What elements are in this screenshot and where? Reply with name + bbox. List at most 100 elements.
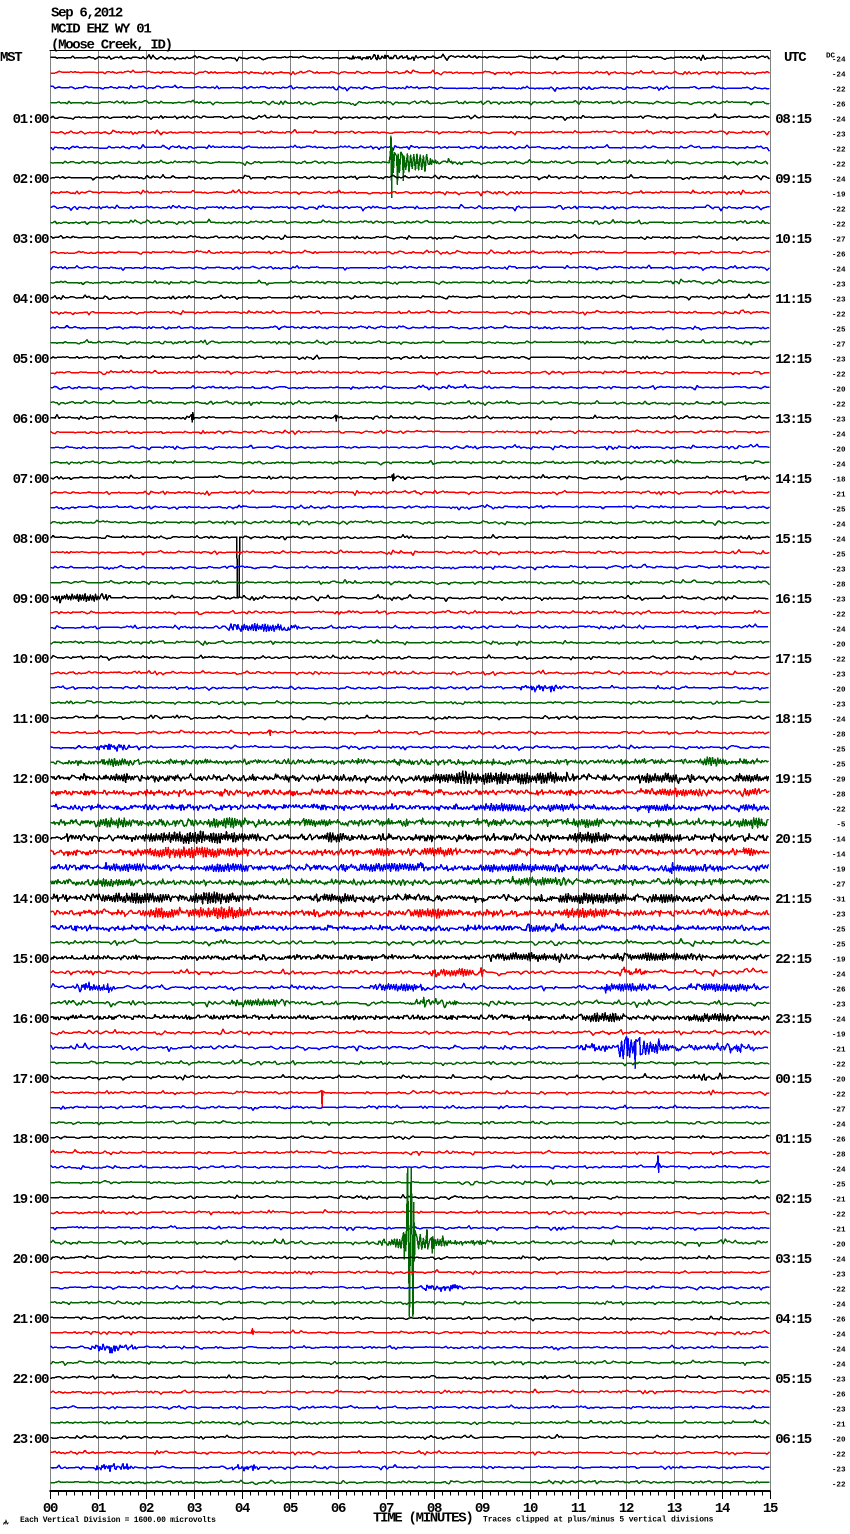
svg-text:10:15: 10:15	[775, 232, 811, 248]
svg-text:DC: DC	[826, 53, 836, 61]
svg-text:04:15: 04:15	[775, 1312, 811, 1328]
svg-text:07:00: 07:00	[13, 472, 49, 488]
svg-text:-23: -23	[832, 1377, 846, 1385]
svg-text:-23: -23	[832, 672, 846, 680]
svg-text:18:00: 18:00	[13, 1132, 49, 1148]
svg-text:-24: -24	[832, 537, 846, 545]
svg-text:-20: -20	[832, 687, 846, 695]
svg-text:11:15: 11:15	[775, 292, 811, 308]
svg-text:15: 15	[763, 1501, 778, 1517]
svg-text:-27: -27	[832, 342, 846, 350]
svg-text:-23: -23	[832, 1272, 846, 1280]
svg-text:MCID EHZ WY 01: MCID EHZ WY 01	[51, 21, 151, 37]
svg-text:19:00: 19:00	[13, 1192, 49, 1208]
svg-text:Sep 6,2012: Sep 6,2012	[51, 5, 123, 21]
svg-text:-22: -22	[832, 207, 846, 215]
svg-text:-24: -24	[832, 522, 846, 530]
svg-text:-20: -20	[832, 642, 846, 650]
svg-text:-24: -24	[832, 1302, 846, 1310]
svg-text:11:00: 11:00	[13, 712, 49, 728]
svg-text:-24: -24	[832, 1122, 846, 1130]
svg-text:-24: -24	[832, 267, 846, 275]
svg-text:-26: -26	[832, 1317, 846, 1325]
svg-text:-24: -24	[832, 1362, 846, 1370]
svg-text:06: 06	[331, 1501, 346, 1517]
svg-text:21:00: 21:00	[13, 1312, 49, 1328]
svg-text:08: 08	[427, 1501, 442, 1517]
svg-text:-24: -24	[832, 1332, 846, 1340]
svg-text:-22: -22	[832, 1212, 846, 1220]
svg-text:14:15: 14:15	[775, 472, 811, 488]
svg-text:03:00: 03:00	[13, 232, 49, 248]
svg-text:(Moose Creek, ID): (Moose Creek, ID)	[51, 37, 172, 53]
svg-text:UTC: UTC	[784, 50, 807, 66]
svg-text:22:15: 22:15	[775, 952, 811, 968]
svg-text:01:00: 01:00	[13, 112, 49, 128]
svg-text:-22: -22	[832, 1482, 846, 1490]
svg-text:20:15: 20:15	[775, 832, 811, 848]
svg-text:14: 14	[715, 1501, 730, 1517]
svg-text:22:00: 22:00	[13, 1372, 49, 1388]
svg-text:21:15: 21:15	[775, 892, 811, 908]
svg-text:-19: -19	[832, 867, 846, 875]
svg-text:04:00: 04:00	[13, 292, 49, 308]
svg-text:12: 12	[619, 1501, 634, 1517]
svg-text:15:00: 15:00	[13, 952, 49, 968]
svg-text:08:15: 08:15	[775, 112, 811, 128]
svg-text:09:00: 09:00	[13, 592, 49, 608]
svg-text:-20: -20	[832, 1077, 846, 1085]
svg-text:-22: -22	[832, 1092, 846, 1100]
svg-text:18:15: 18:15	[775, 712, 811, 728]
svg-text:-22: -22	[832, 87, 846, 95]
svg-text:-24: -24	[832, 432, 846, 440]
svg-text:-22: -22	[832, 1452, 846, 1460]
svg-text:-23: -23	[832, 297, 846, 305]
svg-text:16:00: 16:00	[13, 1012, 49, 1028]
svg-text:-19: -19	[832, 957, 846, 965]
svg-text:01:15: 01:15	[775, 1132, 811, 1148]
svg-text:-19: -19	[832, 192, 846, 200]
svg-text:-29: -29	[832, 777, 846, 785]
svg-text:-23: -23	[832, 357, 846, 365]
svg-text:05: 05	[283, 1501, 298, 1517]
svg-text:07: 07	[379, 1501, 394, 1517]
svg-text:-23: -23	[832, 282, 846, 290]
svg-text:-23: -23	[832, 702, 846, 710]
svg-text:-22: -22	[832, 612, 846, 620]
svg-text:13:00: 13:00	[13, 832, 49, 848]
svg-text:-22: -22	[832, 372, 846, 380]
svg-text:11: 11	[571, 1501, 586, 1517]
svg-text:02:15: 02:15	[775, 1192, 811, 1208]
svg-text:00: 00	[43, 1501, 58, 1517]
svg-text:-14: -14	[832, 837, 846, 845]
svg-text:12:15: 12:15	[775, 352, 811, 368]
svg-text:12:00: 12:00	[13, 772, 49, 788]
svg-text:03:15: 03:15	[775, 1252, 811, 1268]
svg-text:TIME (MINUTES): TIME (MINUTES)	[373, 1511, 472, 1527]
svg-text:-5: -5	[836, 822, 846, 830]
svg-text:-25: -25	[832, 1182, 846, 1190]
svg-text:-25: -25	[832, 927, 846, 935]
svg-text:15:15: 15:15	[775, 532, 811, 548]
svg-text:02: 02	[139, 1501, 154, 1517]
svg-text:20:00: 20:00	[13, 1252, 49, 1268]
svg-text:-27: -27	[832, 1107, 846, 1115]
svg-text:-27: -27	[832, 882, 846, 890]
svg-text:-23: -23	[832, 567, 846, 575]
svg-text:-27: -27	[832, 237, 846, 245]
svg-text:-24: -24	[832, 177, 846, 185]
svg-text:02:00: 02:00	[13, 172, 49, 188]
svg-text:14:00: 14:00	[13, 892, 49, 908]
svg-text:-24: -24	[832, 72, 846, 80]
svg-text:06:00: 06:00	[13, 412, 49, 428]
svg-text:-26: -26	[832, 252, 846, 260]
svg-text:-22: -22	[832, 222, 846, 230]
svg-text:-23: -23	[832, 1407, 846, 1415]
svg-text:-24: -24	[832, 717, 846, 725]
svg-text:-22: -22	[832, 147, 846, 155]
svg-text:17:00: 17:00	[13, 1072, 49, 1088]
svg-text:-25: -25	[832, 552, 846, 560]
svg-text:-20: -20	[832, 447, 846, 455]
svg-text:10: 10	[523, 1501, 538, 1517]
svg-text:-23: -23	[832, 1002, 846, 1010]
